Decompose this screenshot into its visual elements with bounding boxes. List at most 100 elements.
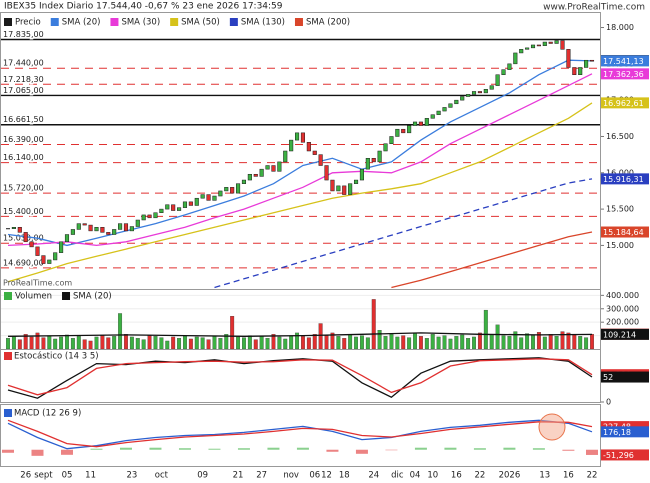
candle bbox=[230, 187, 235, 194]
level-label: 17.065,00 bbox=[3, 86, 44, 95]
candle bbox=[224, 187, 229, 192]
volume-bar bbox=[389, 334, 394, 350]
candle bbox=[265, 165, 270, 170]
candle bbox=[418, 121, 423, 126]
candle bbox=[182, 201, 188, 208]
histogram-bar bbox=[385, 449, 398, 451]
candle bbox=[147, 214, 152, 219]
candle bbox=[236, 183, 241, 194]
price-tag-label: 17.362,36 bbox=[603, 70, 644, 79]
volume-bar bbox=[100, 335, 105, 350]
candle bbox=[153, 212, 158, 219]
histogram-bar bbox=[31, 449, 44, 456]
level-label: 15.400,00 bbox=[3, 207, 44, 216]
histogram-bar bbox=[444, 447, 457, 450]
x-tick-label: 22 bbox=[587, 471, 598, 481]
source: ProRealTime.com bbox=[3, 279, 72, 288]
volume-bar bbox=[377, 330, 382, 350]
price-tag-label: 52 bbox=[603, 373, 613, 382]
macd-title: MACD (12 26 9) bbox=[14, 409, 81, 419]
histogram-bar bbox=[473, 448, 486, 450]
candle bbox=[348, 183, 353, 195]
candle bbox=[460, 96, 465, 101]
volume-bar bbox=[230, 315, 235, 350]
candle bbox=[442, 107, 447, 112]
level-label: 17.218,30 bbox=[3, 75, 44, 84]
candle bbox=[507, 63, 512, 70]
volume-bar bbox=[82, 339, 87, 350]
candle bbox=[29, 241, 34, 248]
volume-bar bbox=[542, 336, 547, 350]
volume-bar bbox=[507, 336, 512, 350]
volume-bar bbox=[483, 309, 488, 350]
candle bbox=[64, 234, 70, 243]
candle bbox=[200, 194, 205, 199]
level-label: 16.140,00 bbox=[3, 153, 44, 162]
candle bbox=[471, 91, 477, 95]
legend-swatch bbox=[4, 18, 12, 26]
legend-swatch bbox=[229, 18, 238, 26]
candle bbox=[519, 49, 524, 54]
volume-bar bbox=[525, 333, 530, 350]
candle bbox=[289, 139, 294, 152]
volume-bar bbox=[124, 334, 128, 350]
level-label: 15.720,00 bbox=[3, 184, 44, 193]
volume-bar bbox=[365, 337, 370, 350]
candle bbox=[530, 44, 536, 49]
x-tick-label: sept bbox=[34, 471, 53, 481]
volume-bar bbox=[76, 336, 81, 350]
candle bbox=[241, 179, 247, 184]
legend-swatch bbox=[4, 352, 12, 360]
volume-bar bbox=[359, 335, 364, 350]
candle bbox=[271, 165, 276, 172]
legend-swatch bbox=[50, 18, 59, 26]
candle bbox=[135, 219, 140, 227]
x-tick-label: 22 bbox=[475, 471, 486, 481]
y-tick-label: 0 bbox=[606, 398, 611, 407]
volume-bar bbox=[11, 336, 16, 350]
volume-bar bbox=[531, 335, 535, 350]
histogram-bar bbox=[532, 448, 545, 450]
volume-bar bbox=[371, 299, 376, 350]
candle bbox=[253, 173, 258, 177]
histogram-bar bbox=[414, 447, 427, 450]
stoch-frame bbox=[0, 349, 601, 403]
volume-bar bbox=[590, 333, 594, 350]
volume-bar bbox=[554, 336, 559, 350]
legend-label: Precio bbox=[15, 18, 41, 28]
plot-layer: 15.00015.50016.00016.50017.00017.50018.0… bbox=[1, 18, 649, 481]
candle bbox=[324, 165, 329, 181]
candle bbox=[306, 142, 311, 152]
legend-swatch bbox=[110, 18, 119, 26]
volume-bar bbox=[194, 336, 199, 350]
y-tick-label: 300.000 bbox=[606, 304, 639, 313]
volume-bar bbox=[460, 334, 465, 350]
legend-swatch bbox=[4, 292, 12, 300]
volume-bar bbox=[348, 334, 353, 350]
volume-bar bbox=[141, 339, 146, 350]
candle bbox=[407, 125, 412, 134]
price-tag bbox=[601, 371, 649, 383]
price-tag-label: 109.214 bbox=[603, 330, 636, 339]
volume-bar bbox=[413, 332, 417, 350]
price-tag bbox=[601, 173, 649, 185]
candle bbox=[212, 195, 217, 201]
candle bbox=[123, 223, 129, 232]
candle bbox=[489, 85, 494, 90]
volume-bar bbox=[418, 336, 423, 350]
volume-bar bbox=[183, 335, 187, 350]
candle bbox=[129, 226, 134, 232]
histogram-bar bbox=[296, 447, 309, 450]
volume-bar bbox=[41, 337, 46, 350]
candle bbox=[318, 154, 323, 166]
volume-bar bbox=[47, 335, 52, 350]
line bbox=[214, 178, 593, 289]
volume-bar bbox=[324, 335, 329, 350]
candle bbox=[412, 121, 418, 126]
candle bbox=[247, 173, 252, 181]
legend-swatch bbox=[62, 292, 71, 300]
highlight-circle bbox=[538, 413, 566, 441]
price-tag-label: 17.541,13 bbox=[603, 57, 644, 66]
candle bbox=[584, 59, 589, 68]
candle bbox=[94, 227, 99, 232]
